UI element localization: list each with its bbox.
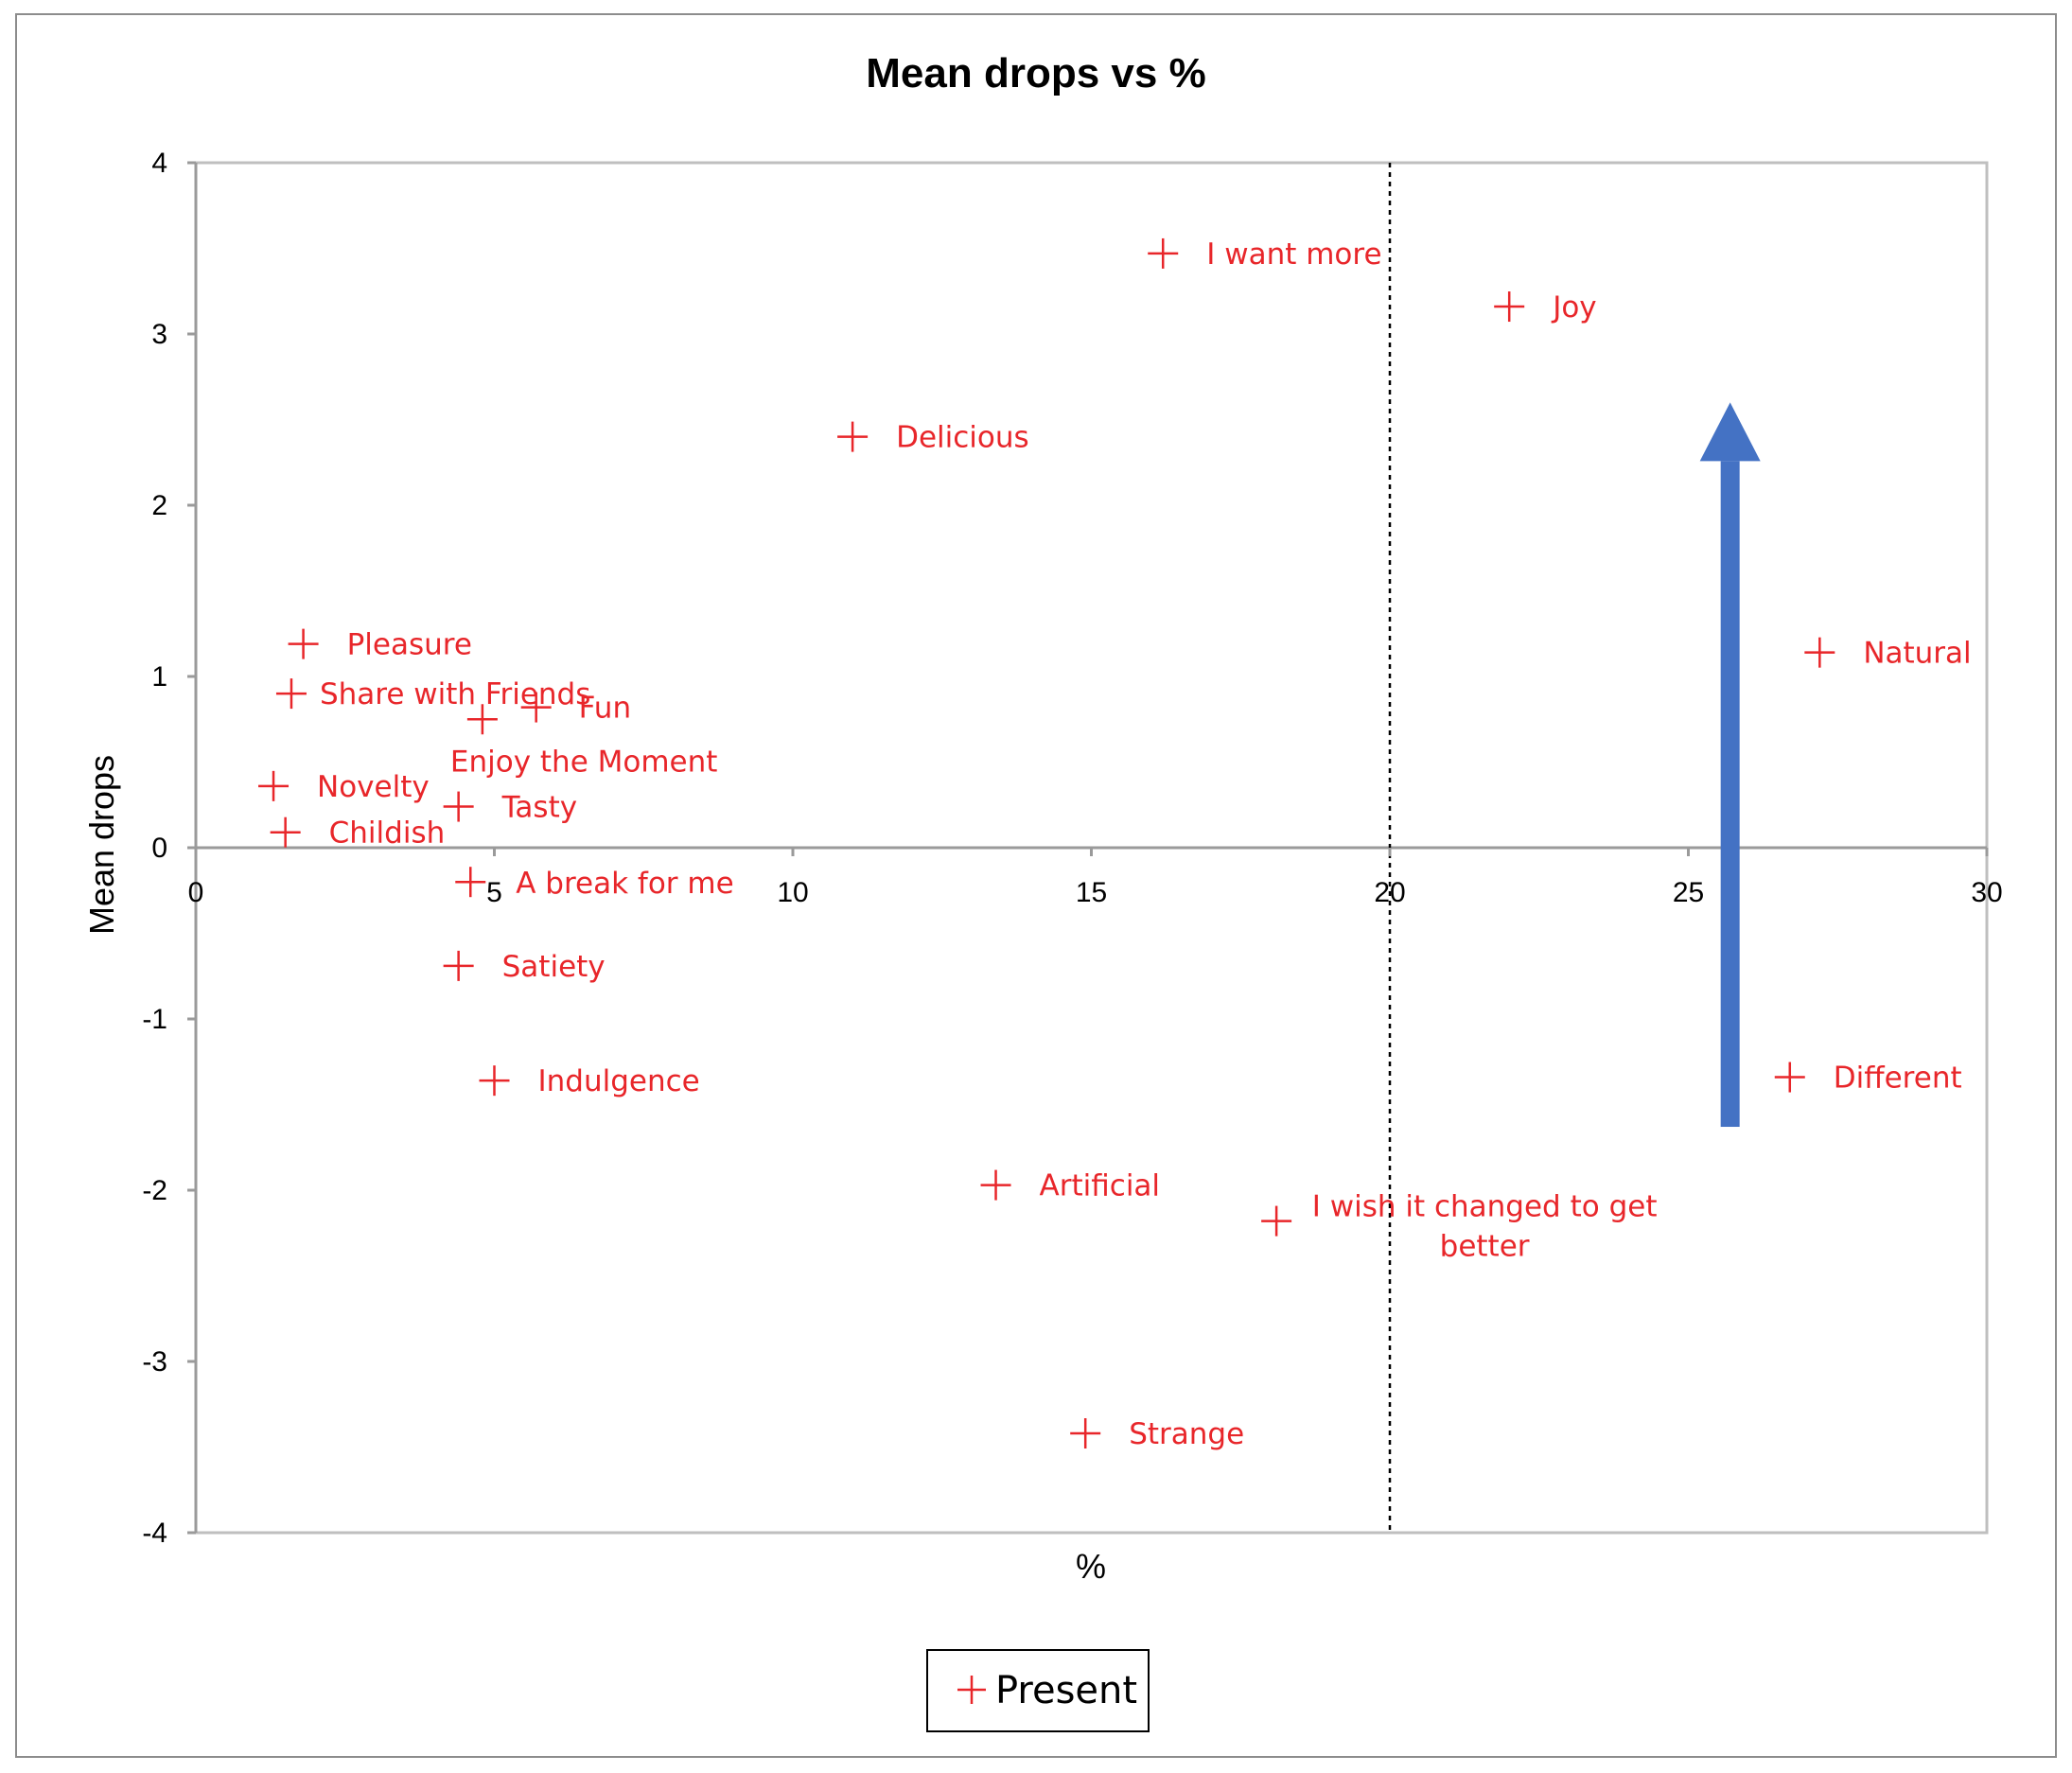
up-arrow-shaft <box>1720 461 1740 1128</box>
data-point-label: Novelty <box>317 770 430 804</box>
x-tick-label: 25 <box>1673 877 1704 908</box>
data-point-label: Share with Friends <box>320 677 590 711</box>
up-arrow-head-icon <box>1699 402 1761 462</box>
data-point-label: I wish it changed to get <box>1312 1190 1658 1224</box>
data-point-label: I want more <box>1206 237 1381 272</box>
x-tick-label: 5 <box>486 877 502 908</box>
data-point-label: Enjoy the Moment <box>450 745 718 779</box>
data-point-label: better <box>1440 1230 1530 1264</box>
y-tick-label: -3 <box>142 1346 167 1378</box>
chart-frame <box>15 13 2057 1758</box>
x-tick-label: 0 <box>188 877 204 908</box>
data-point-label: Fun <box>579 692 631 726</box>
chart-title: Mean drops vs % <box>866 50 1205 97</box>
data-point-label: Delicious <box>896 421 1029 455</box>
y-tick-label: -4 <box>142 1518 167 1549</box>
data-point-label: Natural <box>1863 637 1971 671</box>
x-axis-title: % <box>1076 1547 1106 1586</box>
data-point-label: Joy <box>1551 290 1596 325</box>
y-tick-label: -1 <box>142 1004 167 1035</box>
y-tick-label: 0 <box>151 833 167 864</box>
data-point-label: A break for me <box>516 867 733 901</box>
y-tick-label: 3 <box>151 319 167 350</box>
data-point-label: Tasty <box>501 791 577 825</box>
y-tick-label: 1 <box>151 661 167 693</box>
data-point-label: Satiety <box>502 950 606 984</box>
x-tick-label: 10 <box>777 877 808 908</box>
data-point-label: Different <box>1834 1062 1962 1096</box>
legend-plus-marker-icon <box>957 1676 986 1704</box>
y-tick-label: 2 <box>151 490 167 521</box>
data-point-label: Pleasure <box>347 628 472 662</box>
data-point-label: Indulgence <box>538 1064 700 1098</box>
y-tick-label: 4 <box>151 148 167 179</box>
y-axis-title: Mean drops <box>82 755 121 935</box>
x-tick-label: 15 <box>1076 877 1107 908</box>
legend: Present <box>926 1649 1150 1732</box>
x-tick-label: 30 <box>1971 877 2002 908</box>
data-point-label: Childish <box>329 816 446 851</box>
data-point-label: Artificial <box>1040 1169 1161 1203</box>
y-tick-label: -2 <box>142 1175 167 1206</box>
legend-label: Present <box>995 1669 1137 1712</box>
data-point-label: Strange <box>1129 1417 1244 1451</box>
x-tick-label: 20 <box>1374 877 1405 908</box>
